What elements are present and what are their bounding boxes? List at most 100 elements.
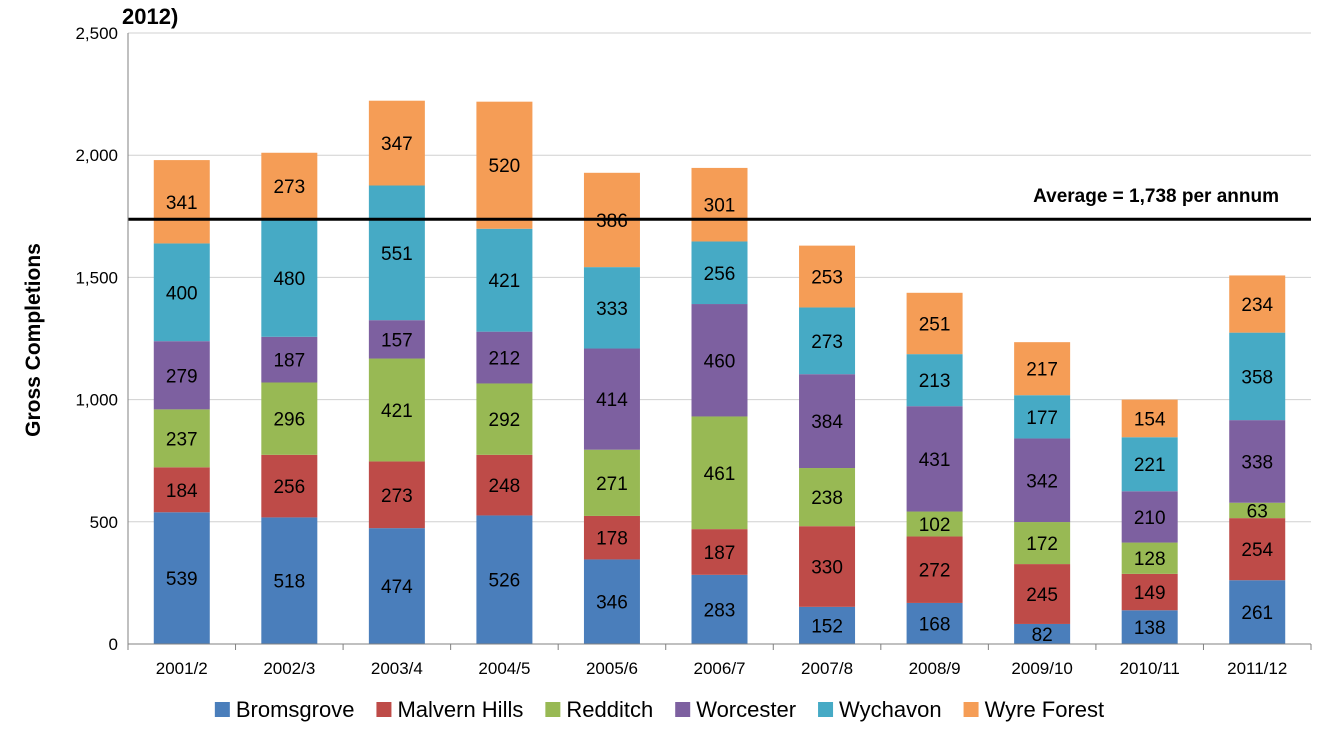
bar-segment — [583, 515, 640, 560]
legend-label: Malvern Hills — [397, 697, 523, 722]
bar-segment — [1014, 623, 1071, 644]
data-label: 301 — [704, 196, 736, 217]
legend-label: Wychavon — [839, 697, 942, 722]
bar-segment — [1229, 332, 1286, 421]
bar-segment — [476, 454, 533, 516]
y-axis-title: Gross Completions — [22, 243, 45, 437]
bar-segment — [476, 331, 533, 384]
data-label: 330 — [811, 558, 843, 579]
average-line-group: Average = 1,738 per annum — [128, 186, 1311, 221]
data-label: 256 — [273, 477, 305, 498]
legend-swatch — [675, 702, 691, 717]
bar-segment — [906, 511, 963, 537]
bar-segment — [1014, 564, 1071, 624]
data-label: 178 — [596, 529, 628, 550]
bar-segment — [153, 341, 210, 410]
x-tick-label: 2002/3 — [263, 659, 315, 678]
bar-segment — [1121, 542, 1178, 574]
data-label: 212 — [489, 349, 521, 370]
bar-segment — [261, 382, 318, 455]
bar-segment — [691, 241, 748, 305]
bar-segment — [906, 602, 963, 644]
legend-item: Wyre Forest — [963, 697, 1105, 722]
data-label: 414 — [596, 390, 628, 411]
y-tick-label: 0 — [109, 635, 118, 654]
data-label: 474 — [381, 577, 413, 598]
data-label: 187 — [704, 543, 736, 564]
bar-segment — [1229, 275, 1286, 333]
bar-segment — [368, 320, 425, 359]
bars: 539 184 237 279 400 341 518 256 296 187 480 273 474 2… — [153, 100, 1286, 646]
bar-segment — [261, 219, 318, 337]
bar-segment — [906, 292, 963, 355]
data-label: 421 — [381, 401, 413, 422]
bar-segment — [583, 267, 640, 349]
data-label: 184 — [166, 481, 198, 502]
bar-segment — [153, 160, 210, 244]
legend-item: Bromsgrove — [214, 697, 355, 722]
x-tick-label: 2005/6 — [586, 659, 638, 678]
bar-segment — [476, 515, 533, 644]
data-label: 279 — [166, 366, 198, 387]
bar-segment — [153, 243, 210, 342]
legend-label: Bromsgrove — [236, 697, 355, 722]
bar-segment — [583, 348, 640, 450]
bar-segment — [261, 454, 318, 518]
y-tick-label: 1,500 — [75, 268, 118, 287]
data-label: 271 — [596, 474, 628, 495]
legend-item: Redditch — [545, 697, 653, 722]
bar-segment — [368, 528, 425, 644]
data-label: 238 — [811, 488, 843, 509]
bar-segment — [1014, 342, 1071, 396]
bar-segment — [1229, 518, 1286, 581]
data-label: 296 — [273, 410, 305, 431]
data-label: 213 — [919, 371, 951, 392]
bar-segment — [1121, 399, 1178, 438]
legend-item: Worcester — [675, 697, 796, 722]
bar-segment — [691, 416, 748, 530]
legend-label: Wyre Forest — [985, 697, 1105, 722]
bar-segment — [368, 461, 425, 529]
data-label: 63 — [1247, 501, 1268, 522]
bar-segment — [1014, 522, 1071, 565]
data-label: 421 — [489, 271, 521, 292]
bar-segment — [153, 467, 210, 513]
data-label: 292 — [489, 410, 521, 431]
bar-segment — [799, 526, 856, 607]
data-label: 480 — [273, 269, 305, 290]
data-label: 358 — [1241, 367, 1273, 388]
legend-item: Malvern Hills — [376, 697, 523, 722]
data-label: 272 — [919, 561, 951, 582]
bar-segment — [476, 383, 533, 455]
data-label: 273 — [811, 332, 843, 353]
data-label: 431 — [919, 450, 951, 471]
data-label: 221 — [1134, 455, 1166, 476]
bar-segment — [261, 517, 318, 644]
x-tick-label: 2001/2 — [156, 659, 208, 678]
data-label: 273 — [381, 486, 413, 507]
bar-segment — [906, 406, 963, 512]
bar-segment — [1014, 395, 1071, 439]
bar-segment — [1121, 491, 1178, 543]
bar-segment — [1121, 573, 1178, 611]
bar-segment — [583, 559, 640, 644]
bar-segment — [476, 228, 533, 332]
legend-swatch — [545, 702, 561, 717]
data-label: 172 — [1026, 534, 1058, 555]
bar-segment — [153, 409, 210, 468]
data-label: 138 — [1134, 618, 1166, 639]
y-tick-label: 2,500 — [75, 24, 118, 43]
bar-segment — [906, 536, 963, 603]
data-label: 338 — [1241, 452, 1273, 473]
bar-segment — [368, 358, 425, 462]
data-label: 210 — [1134, 508, 1166, 529]
data-label: 347 — [381, 134, 413, 155]
legend-swatch — [376, 702, 392, 717]
data-label: 273 — [273, 177, 305, 198]
data-label: 187 — [273, 351, 305, 372]
y-tick-label: 1,000 — [75, 391, 118, 410]
x-tick-label: 2003/4 — [371, 659, 423, 678]
data-label: 518 — [273, 572, 305, 593]
